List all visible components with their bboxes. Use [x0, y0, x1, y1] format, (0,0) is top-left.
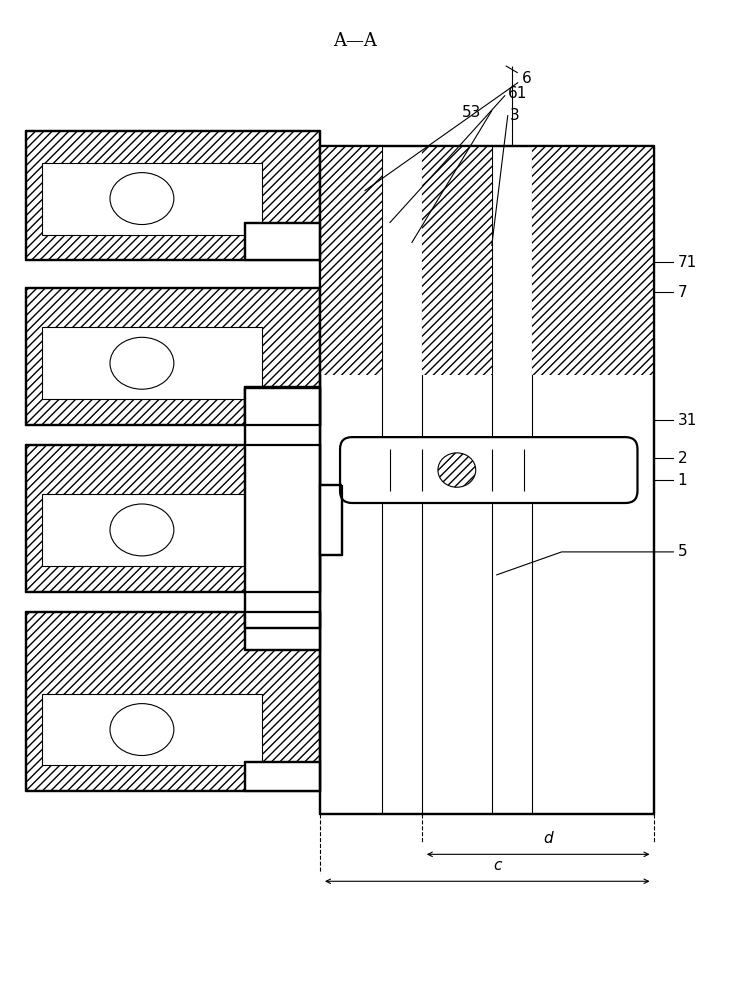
Ellipse shape [110, 173, 174, 225]
Text: 31: 31 [677, 413, 697, 428]
Text: 7: 7 [677, 285, 687, 300]
Bar [26, 288, 320, 425]
Text: A—A: A—A [333, 32, 377, 50]
Ellipse shape [110, 504, 174, 556]
Bar [245, 762, 320, 791]
FancyBboxPatch shape [340, 437, 638, 503]
Bar [245, 387, 320, 425]
Bar [26, 445, 320, 592]
Bar [320, 146, 654, 814]
Bar [42, 163, 262, 235]
Bar [320, 485, 342, 555]
Ellipse shape [110, 337, 174, 389]
Bar [42, 494, 262, 566]
Text: 5: 5 [677, 544, 687, 559]
Bar [245, 388, 320, 628]
Bar [42, 327, 262, 399]
Bar [26, 131, 320, 260]
Bar [422, 146, 492, 375]
Ellipse shape [110, 704, 174, 756]
Bar [245, 223, 320, 260]
Text: c: c [493, 858, 501, 873]
Text: 3: 3 [509, 108, 520, 123]
Text: 1: 1 [677, 473, 687, 488]
Text: 61: 61 [508, 86, 527, 101]
Text: d: d [543, 831, 553, 846]
Ellipse shape [438, 453, 476, 487]
Text: 71: 71 [677, 255, 697, 270]
Text: 6: 6 [522, 71, 531, 86]
Bar [245, 612, 320, 650]
Bar [26, 612, 320, 791]
Bar [531, 146, 654, 375]
Text: 53: 53 [462, 105, 481, 120]
Bar [42, 694, 262, 765]
Text: 2: 2 [677, 451, 687, 466]
Bar [320, 146, 382, 375]
